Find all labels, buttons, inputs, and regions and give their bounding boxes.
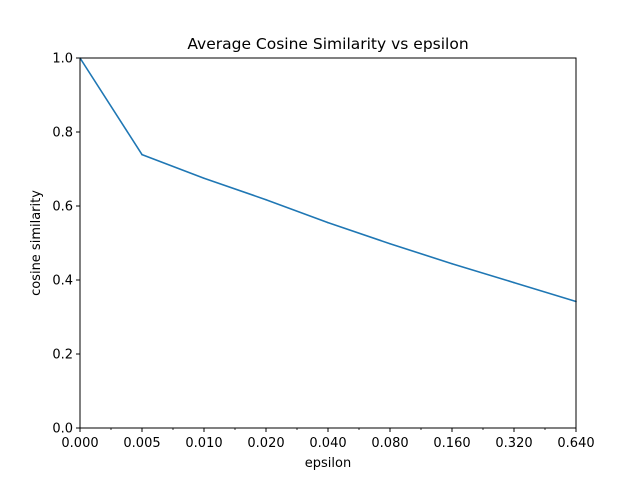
x-tick-label: 0.080 <box>371 436 408 451</box>
y-axis-label: cosine similarity <box>29 190 44 296</box>
data-point <box>327 221 329 224</box>
x-tick-label: 0.020 <box>247 436 284 451</box>
data-point <box>203 177 205 180</box>
y-tick-label: 0.8 <box>52 126 73 141</box>
x-tick-label: 0.005 <box>123 436 160 451</box>
x-axis-ticks: 0.000 0.005 0.010 0.020 0.040 0.080 0.160 0.320… <box>61 428 595 451</box>
y-tick-label: 1.0 <box>52 52 73 67</box>
y-tick-label: 0.6 <box>52 200 73 215</box>
y-tick-label: 0.0 <box>52 422 73 437</box>
series-layer <box>79 57 577 303</box>
x-tick-label: 0.320 <box>495 436 532 451</box>
y-axis-ticks: 0.0 0.2 0.4 0.6 0.8 1.0 <box>52 52 80 437</box>
y-tick-label: 0.2 <box>52 348 73 363</box>
series-line <box>79 57 577 303</box>
x-tick-label: 0.640 <box>557 436 594 451</box>
plot-frame <box>79 57 577 429</box>
x-tick-label: 0.160 <box>433 436 470 451</box>
data-point <box>141 153 143 156</box>
chart-title: Average Cosine Similarity vs epsilon <box>187 35 468 53</box>
x-tick-label: 0.000 <box>61 436 98 451</box>
x-tick-label: 0.040 <box>309 436 346 451</box>
data-point <box>513 281 515 284</box>
x-axis-label: epsilon <box>305 456 351 471</box>
data-point <box>389 242 391 245</box>
data-point <box>451 262 453 265</box>
x-tick-label: 0.010 <box>185 436 222 451</box>
data-point <box>265 198 267 201</box>
y-tick-label: 0.4 <box>52 274 73 289</box>
